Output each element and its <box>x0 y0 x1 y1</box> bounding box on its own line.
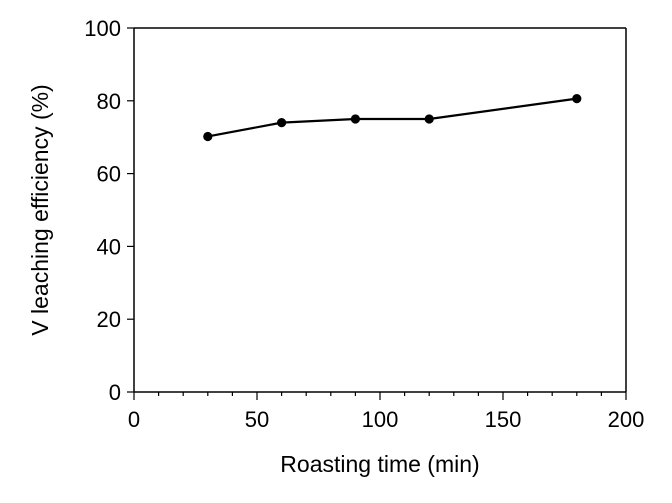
x-tick-label: 50 <box>245 407 269 432</box>
data-point <box>277 118 287 128</box>
x-tick-label: 100 <box>362 407 399 432</box>
x-axis-ticks: 0 50 100 150 200 <box>128 392 644 432</box>
y-tick-label: 80 <box>97 89 121 114</box>
y-axis-ticks: 0 20 40 60 80 100 <box>84 16 134 405</box>
y-axis-title: V leaching efficiency (%) <box>27 84 53 335</box>
data-point <box>424 114 434 124</box>
x-tick-label: 150 <box>485 407 522 432</box>
y-tick-label: 0 <box>109 380 121 405</box>
series-layer <box>203 94 582 142</box>
y-tick-label: 40 <box>97 234 121 259</box>
data-point <box>203 131 213 142</box>
axes <box>133 27 627 393</box>
data-point <box>350 114 360 124</box>
x-tick-label: 0 <box>128 407 140 432</box>
x-axis-title: Roasting time (min) <box>280 451 479 477</box>
y-tick-label: 60 <box>97 162 121 187</box>
y-tick-label: 100 <box>84 16 121 41</box>
series-line <box>207 97 577 138</box>
data-point <box>572 94 582 104</box>
y-tick-label: 20 <box>97 307 121 332</box>
x-tick-label: 200 <box>608 407 645 432</box>
